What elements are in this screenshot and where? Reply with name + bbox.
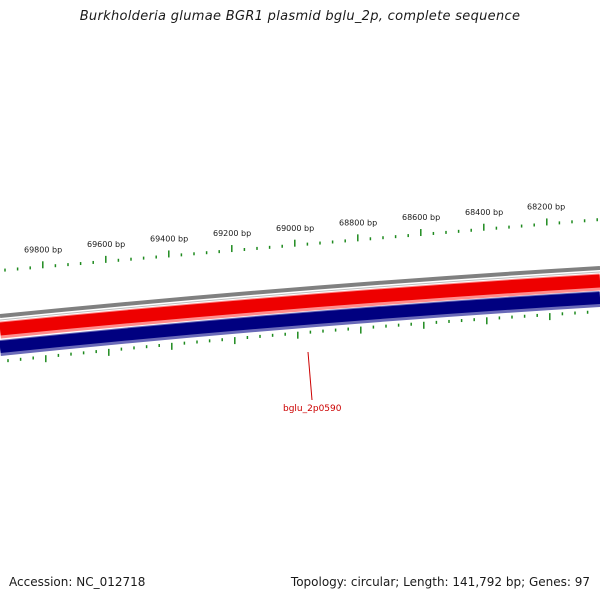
map-title: Burkholderia glumae BGR1 plasmid bglu_2p… [79,9,521,24]
accession-label: Accession: NC_012718 [9,575,146,589]
position-label: 68800 bp [339,218,377,227]
outer-tick-marks [4,218,598,272]
position-label: 69000 bp [276,224,314,233]
position-labels: 69800 bp 69600 bp 69400 bp 69200 bp 69000 bp… [24,203,565,255]
gene-callout-line [307,351,313,401]
position-label: 68600 bp [402,213,440,222]
forward-strand-track [0,274,600,336]
backbone-inner-line [0,271,600,321]
position-label: 68200 bp [527,203,565,212]
genome-summary: Topology: circular; Length: 141,792 bp; … [290,575,590,589]
gene-label-bglu-2p0590[interactable]: bglu_2p0590 [283,404,342,414]
position-label: 69600 bp [87,240,125,249]
backbone-circle [0,266,600,318]
position-label: 69800 bp [24,245,62,254]
reverse-strand-track [0,292,600,353]
position-label: 68400 bp [465,208,503,217]
position-label: 69200 bp [213,229,251,238]
inner-tick-marks [7,310,589,363]
position-label: 69400 bp [150,235,188,244]
